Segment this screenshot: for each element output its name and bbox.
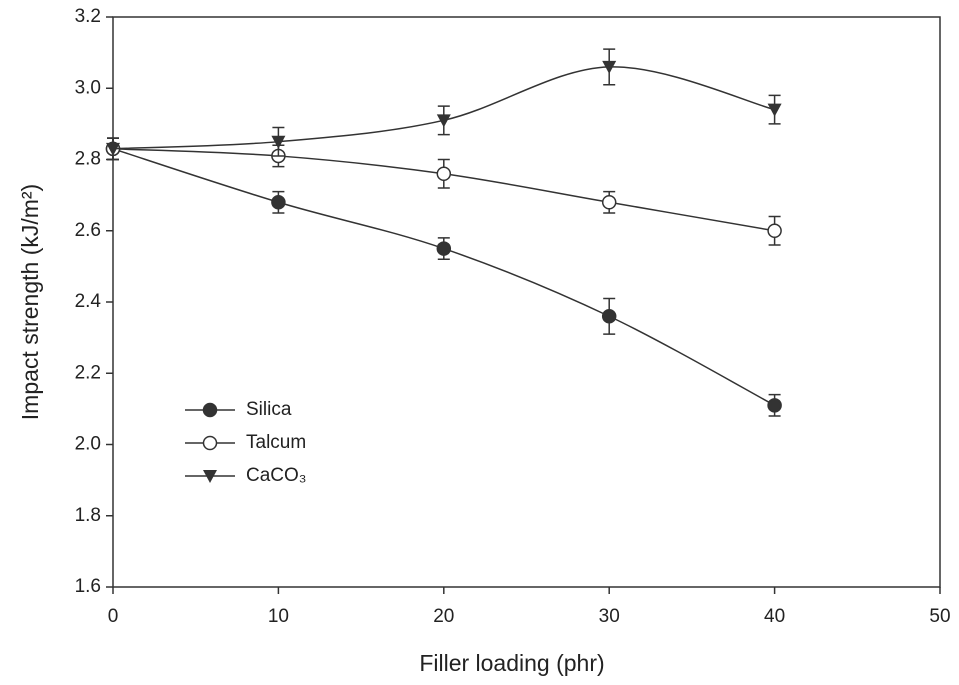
marker	[106, 142, 120, 156]
y-tick-label: 2.0	[75, 434, 101, 455]
x-tick-label: 30	[599, 606, 620, 627]
marker	[601, 195, 617, 210]
x-tick-label: 10	[268, 606, 289, 627]
x-tick-label: 50	[929, 606, 950, 627]
marker	[271, 135, 286, 149]
marker	[436, 166, 452, 181]
marker	[436, 241, 452, 256]
y-tick-label: 2.8	[75, 149, 101, 170]
legend-marker	[203, 470, 217, 483]
marker	[436, 114, 451, 128]
legend-marker	[202, 435, 218, 451]
y-tick-label: 1.8	[75, 505, 101, 526]
y-tick-label: 2.6	[75, 220, 101, 241]
x-axis-title: Filler loading (phr)	[419, 650, 604, 676]
y-tick-label: 3.2	[75, 6, 101, 27]
marker	[767, 398, 782, 413]
marker	[767, 223, 782, 238]
y-tick-label: 1.6	[75, 576, 101, 597]
x-tick-label: 40	[764, 606, 785, 627]
legend-label: CaCO₃	[246, 465, 307, 486]
y-tick-label: 2.4	[75, 291, 102, 312]
plot-frame	[112, 16, 941, 588]
y-axis-title: Impact strength (kJ/m²)	[17, 184, 43, 420]
marker	[767, 103, 782, 117]
marker	[271, 195, 286, 210]
x-tick-label: 20	[433, 606, 454, 627]
marker	[601, 309, 617, 324]
y-tick-label: 3.0	[75, 77, 101, 98]
legend-marker	[202, 402, 218, 418]
legend-label: Silica	[246, 399, 292, 420]
legend-label: Talcum	[246, 432, 306, 453]
marker	[602, 60, 617, 74]
x-tick-label: 0	[108, 606, 119, 627]
y-tick-label: 2.2	[75, 362, 101, 383]
